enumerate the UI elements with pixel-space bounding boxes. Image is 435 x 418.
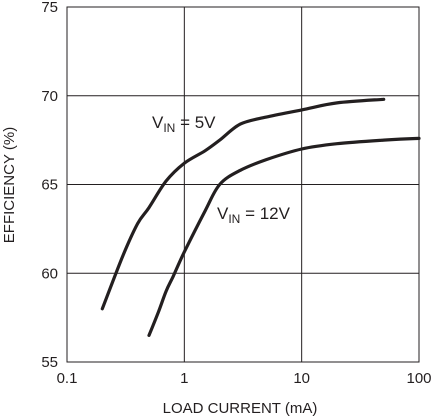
x-tick-label: 10 [293,370,310,387]
plot-area [66,6,421,363]
x-axis-title: LOAD CURRENT (mA) [163,400,318,417]
series-label-vin-12v: VIN = 12V [217,204,291,226]
y-tick-label: 65 [41,177,58,194]
x-tick-label: 1 [180,370,188,387]
y-tick-label: 70 [41,88,58,105]
series-label-vin-12v-main: V [217,204,229,223]
x-tick-label: 0.1 [57,370,78,387]
y-tick-label: 55 [41,354,58,371]
series-label-vin-5v: VIN = 5V [152,113,216,135]
y-tick-label: 75 [41,0,58,16]
series-layer [100,97,421,337]
y-axis-title: EFFICIENCY (%) [1,127,18,243]
series-label-vin-12v-sub: IN [228,212,240,226]
plot-frame [66,6,420,363]
y-tick-label: 60 [41,265,58,282]
x-tick-label: 100 [406,370,431,387]
series-label-vin-5v-sub: IN [163,121,175,135]
y-tick-labels: 55 60 65 70 75 [41,0,58,371]
series-label-vin-5v-main: V [152,113,164,132]
series-line-vin-12v [147,136,421,337]
series-line-vin-5v [100,97,386,311]
series-label-vin-12v-rest: = 12V [240,204,290,223]
y-gridlines [67,95,419,274]
series-label-vin-5v-rest: = 5V [175,113,216,132]
x-tick-labels: 0.1 1 10 100 [57,370,432,387]
